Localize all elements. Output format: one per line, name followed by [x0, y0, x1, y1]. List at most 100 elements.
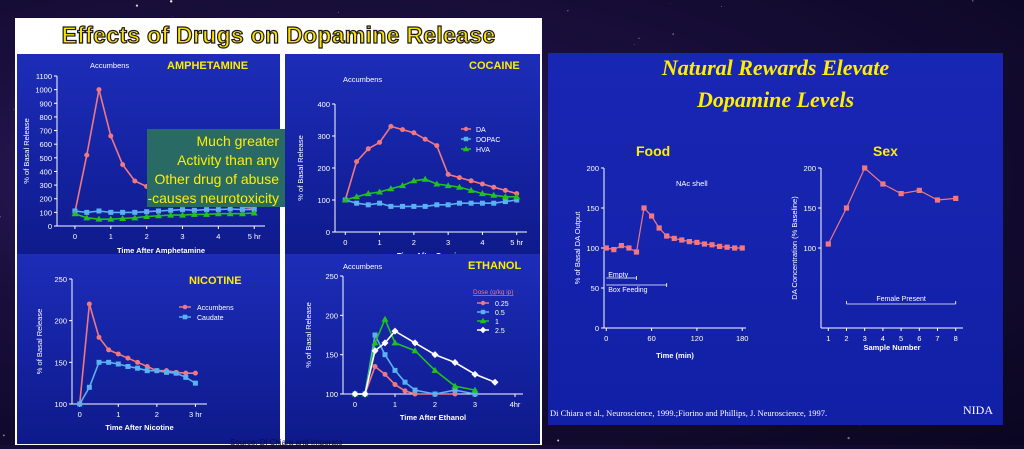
- data-point: [215, 207, 221, 213]
- data-point: [402, 379, 408, 385]
- x-tick-label: 4: [881, 334, 885, 343]
- y-tick-label: 150: [54, 358, 67, 367]
- data-point: [388, 123, 394, 129]
- chart-subtitle: Accumbens: [343, 262, 382, 271]
- data-point: [96, 87, 102, 93]
- data-point: [351, 390, 359, 398]
- data-point: [108, 133, 114, 139]
- series-line: [78, 303, 196, 405]
- x-tick-label: 4: [216, 232, 220, 241]
- y-tick-label: 150: [325, 351, 338, 360]
- star: [720, 6, 722, 7]
- data-point: [502, 187, 508, 193]
- star: [172, 16, 174, 18]
- data-point: [411, 203, 417, 209]
- data-point: [825, 241, 831, 247]
- y-tick-label: 300: [39, 181, 52, 190]
- data-point: [479, 181, 485, 187]
- chart-title: ETHANOL: [468, 260, 521, 272]
- data-point: [164, 369, 169, 375]
- callout-box: Much greater Activity than any Other dru…: [147, 129, 285, 207]
- y-tick-label: 700: [39, 127, 52, 136]
- data-point: [96, 208, 102, 214]
- data-point: [431, 351, 439, 359]
- data-point: [183, 370, 189, 376]
- data-point: [514, 197, 520, 203]
- data-point: [478, 190, 486, 197]
- ethanol-chart: 100 150 200 250 0 1 2 3 4hr Time After Ethanol % o…: [304, 260, 523, 422]
- data-point: [354, 159, 360, 165]
- callout-line: -causes neurotoxicity: [147, 190, 279, 206]
- data-point: [479, 317, 487, 324]
- legend-label: 0.25: [495, 301, 509, 308]
- data-point: [108, 209, 114, 215]
- x-tick-label: 1: [826, 334, 830, 343]
- data-point: [402, 388, 408, 394]
- data-point: [192, 370, 198, 376]
- data-point: [862, 165, 868, 171]
- data-point: [633, 249, 640, 255]
- data-point: [387, 185, 395, 192]
- data-point: [686, 239, 692, 245]
- series-line: [74, 208, 255, 214]
- y-tick-label: 250: [325, 272, 338, 281]
- data-point: [411, 347, 419, 354]
- data-point: [376, 188, 384, 195]
- data-point: [388, 203, 394, 209]
- data-point: [353, 193, 361, 200]
- legend-label: DA: [476, 127, 486, 134]
- chart-title: COCAINE: [469, 60, 520, 72]
- data-point: [86, 384, 92, 390]
- data-point: [452, 391, 458, 397]
- data-point: [843, 205, 850, 211]
- data-point: [180, 207, 186, 213]
- amphetamine-panel: 0 100 200 300 400 500 600 700 800 900 1000 1100 0 1 2 3…: [17, 54, 285, 262]
- x-tick-label: 120: [691, 334, 704, 343]
- data-point: [434, 143, 440, 149]
- data-point: [513, 193, 521, 200]
- y-tick-label: 50: [591, 284, 599, 293]
- series-line: [827, 167, 956, 245]
- data-point: [412, 387, 418, 393]
- data-point: [411, 339, 419, 347]
- data-point: [372, 332, 378, 338]
- data-point: [120, 162, 126, 168]
- star: [169, 0, 173, 3]
- ethanol-panel: 100 150 200 250 0 1 2 3 4hr Time After Ethanol % o…: [285, 254, 540, 444]
- x-tick-label: 6: [917, 334, 921, 343]
- data-point: [452, 387, 458, 393]
- y-tick-label: 100: [317, 196, 330, 205]
- y-axis-label: % of Basal DA Output: [573, 211, 582, 284]
- data-point: [84, 209, 90, 215]
- legend-label: Caudate: [197, 315, 224, 322]
- legend-label: 0.5: [495, 310, 505, 317]
- star: [13, 108, 15, 110]
- data-point: [412, 391, 418, 397]
- x-tick-label: 5 hr: [510, 238, 523, 247]
- chart-annotation: NAc shell: [676, 179, 708, 188]
- data-point: [382, 352, 388, 358]
- data-point: [648, 213, 655, 219]
- star: [847, 436, 850, 440]
- data-point: [106, 347, 112, 353]
- y-tick-label: 200: [317, 164, 330, 173]
- x-tick-label: 3 hr: [189, 410, 202, 419]
- data-point: [131, 214, 139, 221]
- data-point: [83, 214, 91, 221]
- data-point: [618, 243, 624, 249]
- x-tick-label: 0: [73, 232, 77, 241]
- y-tick-label: 600: [39, 140, 52, 149]
- data-point: [916, 187, 922, 193]
- data-point: [86, 301, 92, 307]
- y-tick-label: 150: [586, 204, 599, 213]
- y-tick-label: 100: [54, 400, 67, 409]
- star: [557, 439, 560, 442]
- y-tick-label: 900: [39, 99, 52, 108]
- data-point: [250, 209, 258, 216]
- data-point: [491, 378, 499, 386]
- data-point: [107, 215, 115, 222]
- data-point: [377, 200, 383, 206]
- data-point: [204, 207, 210, 213]
- data-point: [471, 386, 479, 393]
